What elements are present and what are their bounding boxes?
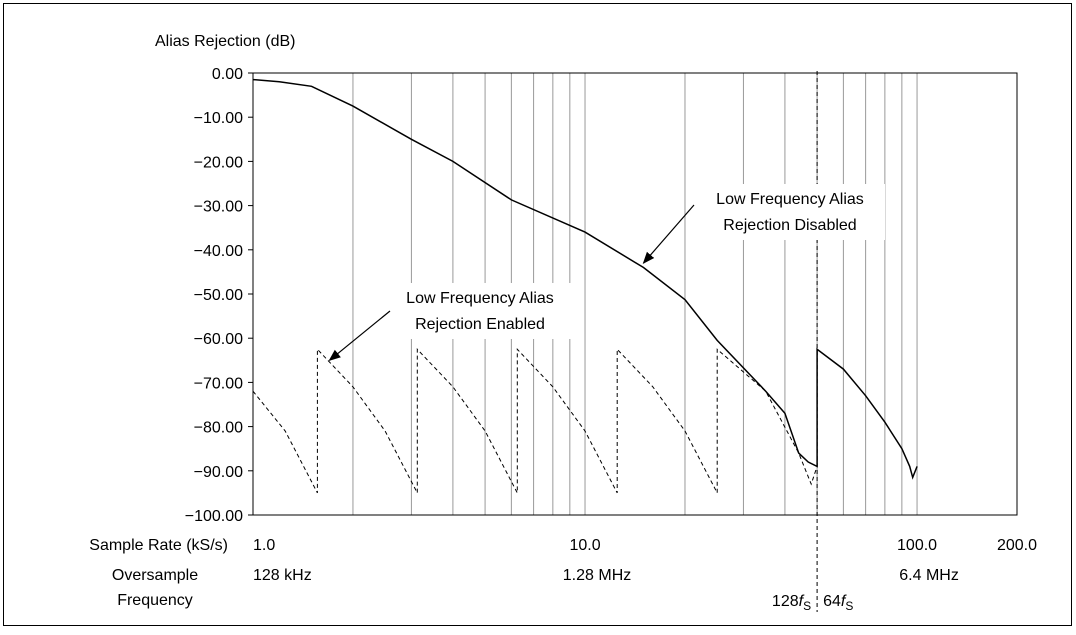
x-tick-label: 10.0 (569, 537, 600, 554)
y-tick-label: −70.00 (194, 375, 243, 392)
y-tick-label: −10.00 (194, 110, 243, 127)
y-tick-label: −30.00 (194, 199, 243, 216)
x-tick-label: 200.0 (997, 537, 1037, 554)
x-tick-label-oversample: 1.28 MHz (563, 567, 631, 584)
outer-frame (3, 3, 1072, 626)
y-axis-label: Alias Rejection (dB) (155, 33, 296, 50)
y-tick-label: −20.00 (194, 154, 243, 171)
y-tick-label: −50.00 (194, 287, 243, 304)
series-line (252, 348, 818, 494)
annotation-text: Rejection Disabled (723, 217, 856, 234)
y-tick-label: 0.00 (212, 66, 243, 83)
marker-subscript: S (803, 599, 811, 613)
y-tick-label: −60.00 (194, 331, 243, 348)
annotation-background (695, 184, 885, 240)
y-tick-label: −90.00 (194, 464, 243, 481)
annotation-arrow (642, 204, 695, 264)
annotation-background (385, 283, 575, 339)
x-tick-label: 100.0 (897, 537, 937, 554)
marker-symbol: f (841, 593, 847, 610)
x-tick-label-oversample: 128 kHz (253, 567, 312, 584)
marker-subscript: S (845, 599, 853, 613)
x-tick-label: 1.0 (253, 537, 275, 554)
x-tick-label-oversample: 6.4 MHz (899, 567, 959, 584)
annotation-text: Low Frequency Alias (406, 290, 554, 307)
x-row-label: Oversample (112, 567, 198, 584)
y-tick-label: −100.00 (185, 508, 243, 525)
marker-label: 64fS (823, 593, 853, 613)
marker-label: 128fS (772, 593, 811, 613)
annotation-arrow (328, 310, 391, 362)
marker-coef: 128 (772, 593, 799, 610)
x-row-label: Sample Rate (kS/s) (89, 537, 228, 554)
y-tick-label: −80.00 (194, 420, 243, 437)
annotation-text: Rejection Enabled (415, 316, 545, 333)
marker-symbol: f (799, 593, 805, 610)
marker-coef: 64 (823, 593, 841, 610)
y-tick-label: −40.00 (194, 243, 243, 260)
series-line (252, 78, 918, 480)
x-row-label: Frequency (117, 592, 193, 609)
annotation-text: Low Frequency Alias (716, 191, 864, 208)
